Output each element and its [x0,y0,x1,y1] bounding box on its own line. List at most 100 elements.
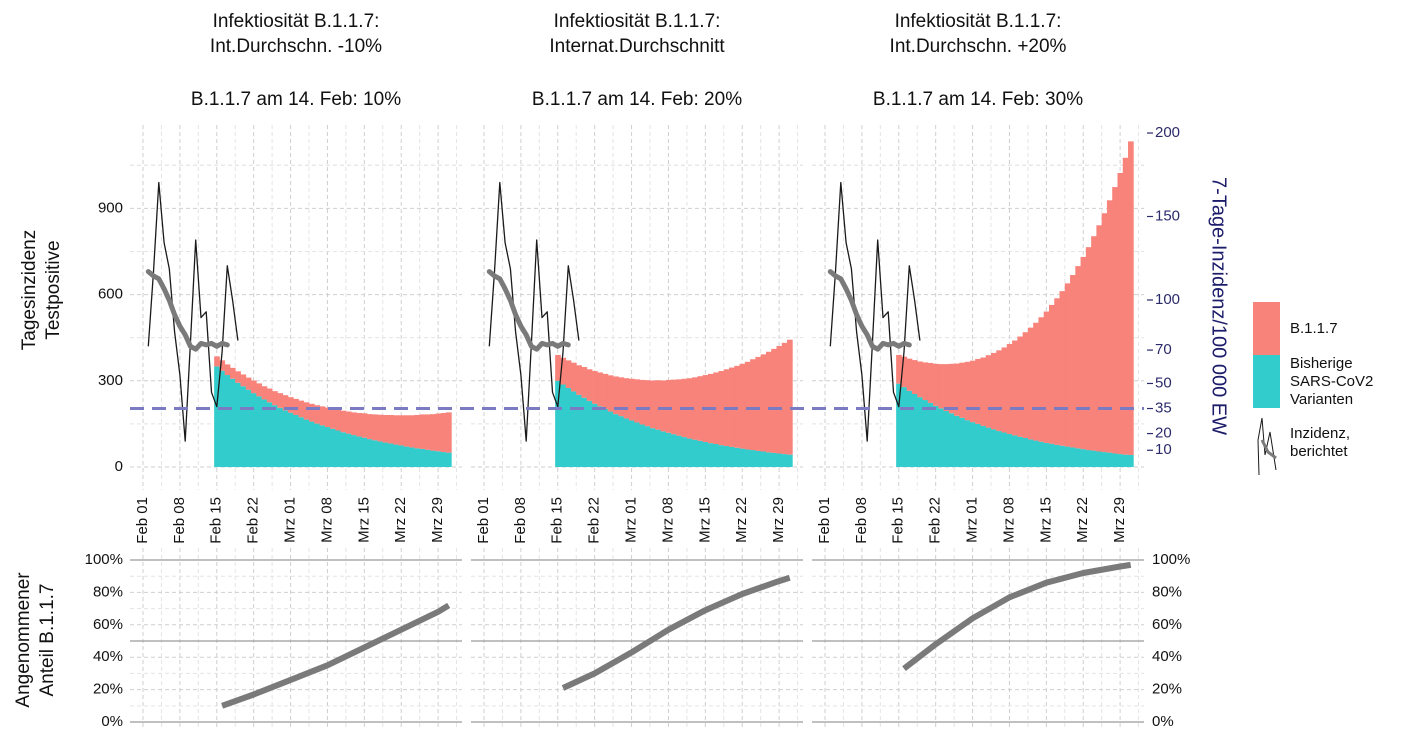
bar-segment [597,406,603,468]
bar-segment [671,379,677,435]
bar-segment [251,393,257,468]
bar-segment [366,414,373,440]
bar-segment [639,379,646,425]
bar-segment [755,450,762,468]
bar-segment [240,374,247,387]
bar-segment [655,380,661,430]
bar-segment [340,410,347,433]
bar-segment [660,431,667,468]
x-tick-label: Mrz 15 [355,497,372,543]
bar-segment [681,437,688,468]
x-tick-label: Mrz 01 [964,497,981,543]
bar-segment [351,435,357,468]
share-line [221,602,451,709]
smoothed-line [827,269,912,352]
bar-segment [980,425,987,468]
bar-segment [692,377,698,440]
bar-segment [607,375,614,412]
y-tick-label: 0 [115,458,123,475]
bar-segment [618,377,625,417]
bar-segment [372,440,378,468]
x-tick-label: Mrz 29 [429,497,446,543]
y2-tick-label: 20 [1155,425,1172,442]
bar-segment [602,408,609,468]
bar-segment [771,452,777,468]
y-tick-label: 900 [98,199,123,216]
bar-segment [435,451,442,468]
bar-segment [697,440,704,468]
bar-segment [1027,327,1034,440]
bar-segment [1001,432,1008,468]
bar-segment [975,358,981,424]
y2-tick-label: 10 [1155,441,1172,458]
bar-segment [1096,451,1103,468]
x-tick-label: Mrz 29 [770,497,787,543]
y2-tick-label: 35 [1155,399,1172,416]
bar-segment [1017,436,1024,468]
x-tick-label: Mrz 22 [733,497,750,543]
x-tick-label: Feb 01 [816,497,833,544]
panel-subtitle: B.1.1.7 am 14. Feb: 20% [532,89,742,110]
bar-segment [901,356,908,388]
x-tick-label: Mrz 01 [282,497,299,543]
legend-label: Inzidenz, [1290,425,1350,442]
bar-segment [718,371,725,446]
bar-segment [917,361,923,398]
bar-segment [954,415,960,468]
bar-segment [927,362,934,403]
bar-segment [985,427,992,468]
bar-segment [393,415,399,445]
bar-segment [781,454,788,468]
bar-segment [388,414,394,444]
bar-segment [366,439,373,468]
bar-segment [1043,311,1050,443]
bar-segment [351,412,357,436]
bar-segment [345,411,352,434]
bar-segment [1106,452,1113,468]
bar-segment [282,410,289,468]
bar-segment [744,361,751,450]
bar-segment [576,365,582,395]
share-tick-label: 60% [93,616,123,633]
share-tick-label: 0% [1152,713,1174,729]
bar-segment [570,391,577,468]
x-tick-label: Feb 01 [134,497,151,544]
bar-segment [592,403,598,468]
bar-segment [1054,444,1060,468]
bar-segment [959,417,966,468]
bar-segment [943,364,950,411]
bar-segment [739,363,746,449]
bar-segment [922,400,929,468]
bar-segment [409,415,415,448]
bar-segment [713,444,719,468]
bar-segment [765,452,772,468]
bar-segment [298,417,305,468]
share-line [902,561,1132,671]
bar-segment [229,367,236,379]
bar-segment [750,359,756,451]
x-tick-label: Mrz 29 [1111,497,1128,543]
bar-segment [1001,347,1008,433]
bar-segment [419,414,426,449]
bar-segment [639,424,646,468]
y-axis-label: Testpositive [43,240,64,339]
bar-segment [245,377,252,390]
bar-segment [1064,446,1071,468]
share-tick-label: 0% [101,713,123,729]
legend-line-icon [1260,439,1277,460]
bar-segment [776,453,783,468]
x-tick-label: Feb 01 [475,497,492,544]
bar-segment [943,410,950,468]
legend-label: SARS-CoV2 [1290,373,1373,390]
bar-segment [671,434,677,468]
bar-segment [277,407,284,468]
bar-segment [287,412,294,468]
bar-segment [964,420,971,468]
bar-segment [906,358,913,391]
bar-segment [382,442,389,468]
bar-segment [377,441,384,468]
bar-segment [628,420,635,468]
bar-segment [293,414,299,468]
bar-segment [991,352,997,430]
bar-segment [361,437,368,468]
